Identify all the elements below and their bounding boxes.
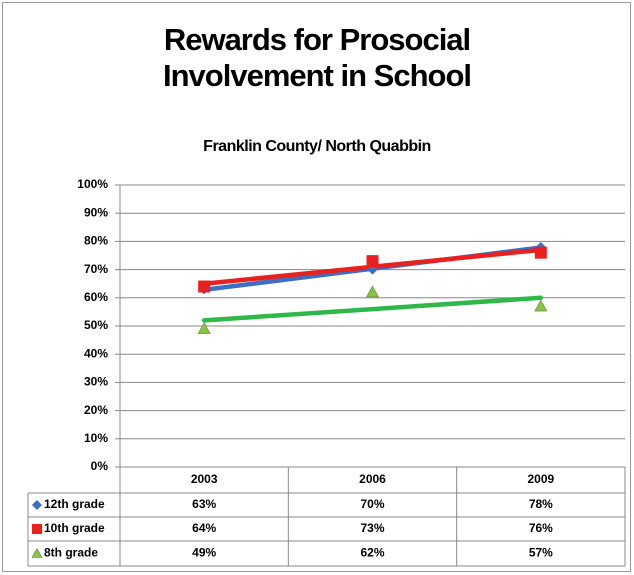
table-value: 57% <box>529 546 553 560</box>
y-tick-label: 40% <box>84 346 108 360</box>
point <box>198 280 211 293</box>
point <box>534 246 547 259</box>
y-tick-label: 50% <box>84 318 108 332</box>
y-tick-label: 80% <box>84 234 108 248</box>
table-value: 76% <box>529 521 553 535</box>
legend-marker <box>32 500 42 510</box>
y-tick-label: 60% <box>84 290 108 304</box>
legend-marker <box>31 547 43 558</box>
chart-title: Rewards for Prosocial Involvement in Sch… <box>163 22 472 93</box>
y-tick-label: 10% <box>84 431 108 445</box>
point <box>366 255 379 268</box>
legend-marker <box>32 524 42 534</box>
table-value: 63% <box>192 497 216 511</box>
y-tick-label: 20% <box>84 403 108 417</box>
y-tick-label: 100% <box>77 177 108 191</box>
point <box>197 322 211 334</box>
table-value: 62% <box>360 546 384 560</box>
table-value: 70% <box>360 497 384 511</box>
point <box>534 299 548 312</box>
y-tick-label: 70% <box>84 262 108 276</box>
legend-label: 12th grade <box>44 497 105 511</box>
x-tick-label: 2009 <box>527 472 554 486</box>
x-tick-label: 2003 <box>191 472 218 486</box>
table-value: 78% <box>529 497 553 511</box>
trendline <box>201 295 544 323</box>
y-tick-label: 30% <box>84 375 108 389</box>
chart-subtitle: Franklin County/ North Quabbin <box>203 138 431 155</box>
legend-label: 8th grade <box>44 546 98 560</box>
point <box>365 285 380 298</box>
table-value: 73% <box>360 521 384 535</box>
legend-label: 10th grade <box>44 521 105 535</box>
y-tick-label: 90% <box>84 205 108 219</box>
x-tick-label: 2006 <box>359 472 386 486</box>
y-tick-label: 0% <box>91 459 109 473</box>
table-value: 64% <box>192 521 216 535</box>
table-value: 49% <box>192 546 216 560</box>
